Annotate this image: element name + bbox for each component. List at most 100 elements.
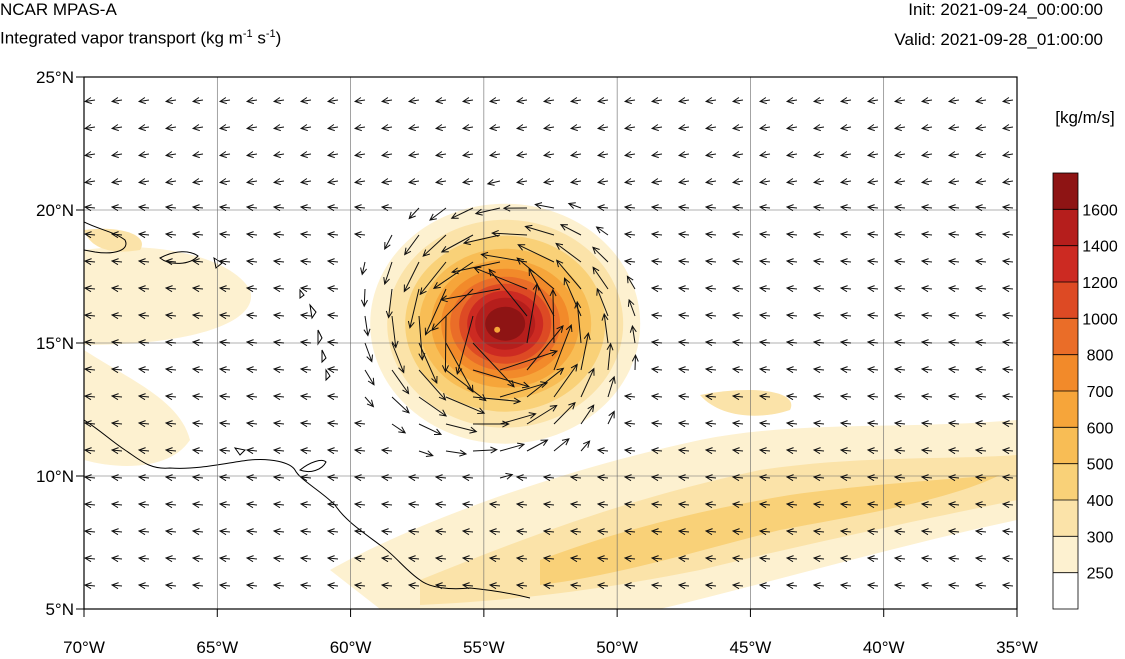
colorbar-swatch bbox=[1053, 209, 1078, 247]
transport-vector bbox=[866, 474, 879, 482]
transport-vector bbox=[191, 151, 204, 159]
transport-vector bbox=[569, 178, 582, 186]
colorbar-level-label: 800 bbox=[1087, 348, 1114, 365]
transport-vector bbox=[758, 312, 771, 320]
transport-vector bbox=[920, 258, 933, 266]
transport-vector bbox=[758, 151, 771, 159]
transport-vector bbox=[623, 582, 636, 590]
transport-vector bbox=[812, 393, 825, 401]
transport-vector bbox=[364, 342, 373, 363]
transport-vector bbox=[1001, 151, 1014, 159]
transport-vector bbox=[920, 178, 933, 186]
transport-vector bbox=[758, 555, 771, 563]
transport-vector bbox=[704, 151, 717, 159]
transport-vector bbox=[893, 339, 906, 347]
transport-vector bbox=[677, 366, 690, 374]
transport-vector bbox=[542, 555, 555, 563]
transport-vector bbox=[553, 438, 570, 452]
transport-vector bbox=[164, 501, 177, 509]
transport-vector bbox=[596, 151, 609, 159]
transport-vector bbox=[391, 423, 407, 434]
transport-vector bbox=[650, 366, 663, 374]
transport-vector bbox=[785, 339, 798, 347]
transport-vector bbox=[893, 393, 906, 401]
transport-vector bbox=[488, 151, 501, 159]
transport-vector bbox=[731, 555, 744, 563]
transport-vector bbox=[353, 204, 366, 212]
transport-vector bbox=[704, 555, 717, 563]
transport-vector bbox=[380, 528, 393, 536]
transport-vector bbox=[920, 474, 933, 482]
transport-vector bbox=[947, 312, 960, 320]
transport-vector bbox=[364, 396, 375, 408]
transport-vector bbox=[491, 229, 528, 237]
transport-vector bbox=[650, 420, 663, 428]
transport-vector bbox=[866, 339, 879, 347]
transport-vector bbox=[434, 97, 447, 105]
transport-vector bbox=[434, 151, 447, 159]
transport-vector bbox=[110, 366, 123, 374]
transport-vector bbox=[920, 312, 933, 320]
transport-vector bbox=[595, 226, 609, 236]
coastline-segment bbox=[84, 221, 127, 254]
transport-vector bbox=[596, 97, 609, 105]
transport-vector bbox=[650, 124, 663, 132]
transport-vector bbox=[272, 339, 285, 347]
transport-vector bbox=[245, 285, 258, 293]
transport-vector bbox=[677, 258, 690, 266]
transport-vector bbox=[137, 366, 150, 374]
transport-vector bbox=[380, 178, 393, 186]
transport-vector bbox=[920, 555, 933, 563]
transport-vector bbox=[526, 439, 549, 452]
transport-vector bbox=[299, 124, 312, 132]
transport-vector bbox=[326, 447, 339, 455]
transport-vector bbox=[299, 366, 312, 374]
transport-vector bbox=[299, 97, 312, 105]
longitude-tick-label: 35°W bbox=[996, 638, 1038, 657]
transport-vector bbox=[326, 366, 339, 374]
transport-vector bbox=[677, 582, 690, 590]
transport-vector bbox=[785, 393, 798, 401]
transport-vector bbox=[812, 474, 825, 482]
transport-vector bbox=[704, 124, 717, 132]
field-title-suffix: ) bbox=[275, 28, 282, 48]
transport-vector bbox=[245, 474, 258, 482]
transport-vector bbox=[110, 204, 123, 212]
transport-vector bbox=[326, 582, 339, 590]
transport-vector bbox=[407, 124, 420, 132]
transport-vector bbox=[272, 555, 285, 563]
transport-vector bbox=[731, 420, 744, 428]
transport-vector bbox=[677, 178, 690, 186]
transport-vector bbox=[524, 224, 555, 236]
transport-vector bbox=[110, 312, 123, 320]
transport-vector bbox=[785, 151, 798, 159]
transport-vector bbox=[569, 474, 582, 482]
transport-vector bbox=[515, 582, 528, 590]
transport-vector bbox=[418, 342, 438, 385]
transport-vector bbox=[839, 528, 852, 536]
transport-vector bbox=[974, 204, 987, 212]
transport-vector bbox=[1001, 285, 1014, 293]
transport-vector bbox=[164, 366, 177, 374]
transport-vector bbox=[677, 447, 690, 455]
transport-vector bbox=[623, 555, 636, 563]
transport-vector bbox=[526, 404, 558, 425]
transport-vector bbox=[758, 366, 771, 374]
transport-vector bbox=[704, 339, 717, 347]
transport-vector bbox=[731, 582, 744, 590]
transport-vector bbox=[555, 259, 582, 290]
transport-vector bbox=[785, 528, 798, 536]
transport-vector bbox=[623, 258, 636, 266]
transport-vector bbox=[245, 447, 258, 455]
transport-vector bbox=[812, 97, 825, 105]
transport-vector bbox=[893, 151, 906, 159]
transport-vector bbox=[299, 312, 312, 320]
longitude-tick-label: 65°W bbox=[196, 638, 238, 657]
transport-vector bbox=[445, 449, 468, 457]
transport-vector bbox=[441, 315, 449, 373]
transport-vector bbox=[110, 178, 123, 186]
transport-vector bbox=[596, 204, 609, 212]
colorbar-swatch bbox=[1053, 463, 1078, 501]
transport-vector bbox=[920, 582, 933, 590]
transport-vector bbox=[407, 501, 420, 509]
